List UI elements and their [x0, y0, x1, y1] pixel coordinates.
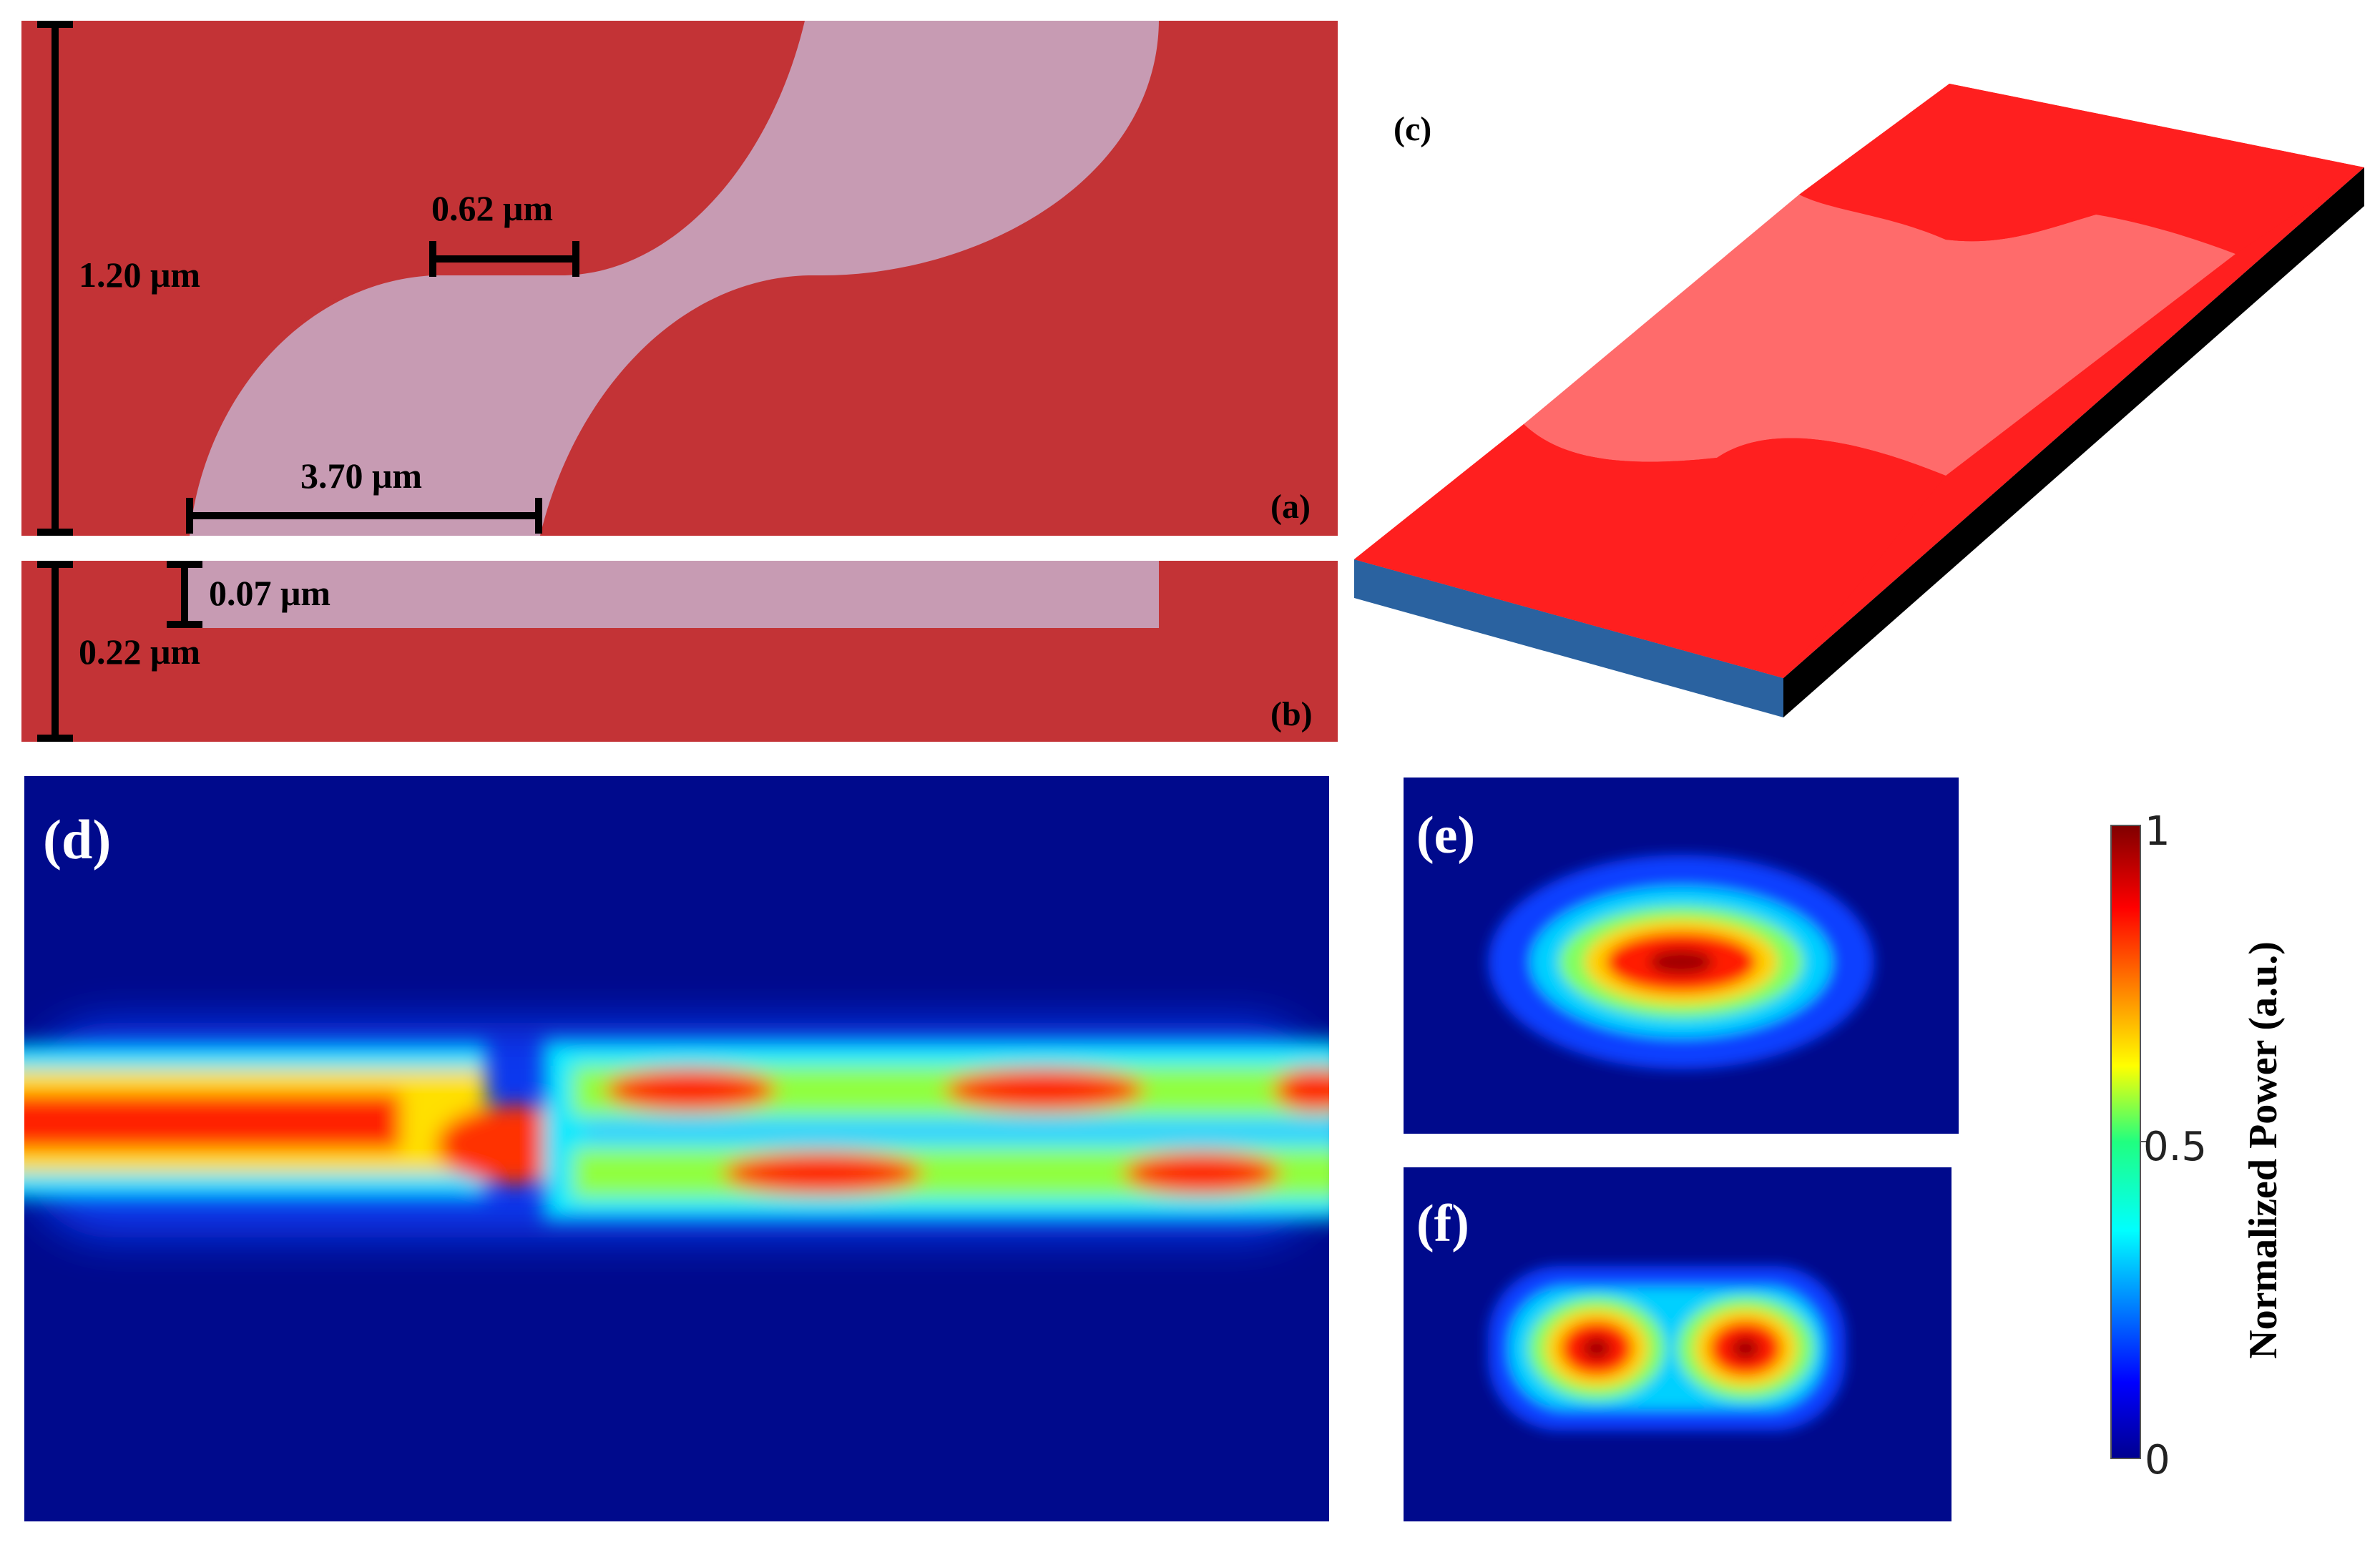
panel-d-input-red: [24, 1093, 401, 1150]
panel-d-field: [24, 1023, 1329, 1237]
colorbar: 1 0.5 0 Normalized Power (a.u.): [2110, 808, 2286, 1483]
panel-d-lobe-upper-3: [1273, 1069, 1329, 1112]
panel-b: 0.07 μm 0.22 μm (b): [21, 561, 1338, 742]
panel-e-mode-peak: [1649, 949, 1713, 975]
panel-d-mid-gap: [587, 1124, 1329, 1137]
panel-d-lobe-lower-2: [1123, 1152, 1280, 1195]
panel-f-lobe-left-peak: [1582, 1337, 1611, 1360]
panel-f-label: (f): [1416, 1195, 1469, 1253]
dim-width-arrow: [186, 498, 542, 534]
dim-width-label: 3.70 μm: [300, 456, 422, 496]
panel-d-label: (d): [43, 808, 111, 870]
dim-gap-label: 0.62 μm: [431, 188, 553, 228]
panel-e-mode: [1488, 855, 1874, 1069]
panel-c-lower-pad: [1354, 424, 1946, 678]
panel-b-core-layer: [185, 561, 1159, 628]
dim-thickness-label: 0.22 μm: [79, 632, 200, 672]
dim-etch-label: 0.07 μm: [209, 573, 330, 613]
panel-e-label: (e): [1416, 806, 1475, 865]
panel-d-lobe-upper-2: [944, 1069, 1145, 1112]
panel-b-label: (b): [1270, 695, 1313, 733]
dim-height-label: 1.20 μm: [79, 255, 200, 295]
panel-c-side-face: [1783, 167, 2364, 717]
panel-c-front-face: [1354, 559, 1783, 717]
panel-a-core-sbend: [190, 21, 1159, 536]
panel-c-etched-region: [1524, 195, 2235, 476]
dim-gap-arrow: [429, 241, 579, 277]
panel-c-label: (c): [1394, 110, 1431, 148]
colorbar-gradient: [2110, 825, 2141, 1459]
colorbar-title: Normalized Power (a.u.): [2241, 941, 2286, 1359]
panel-a-label: (a): [1270, 488, 1311, 526]
panel-c-upper-pad: [1799, 84, 2364, 254]
panel-c: (c): [1354, 84, 2364, 717]
colorbar-tick-mid: 0.5: [2143, 1124, 2207, 1170]
panel-f: (f): [1404, 1167, 1951, 1521]
dim-height-arrow: [37, 21, 73, 536]
panel-d-lobe-lower-1: [723, 1152, 923, 1195]
dim-etch-arrow: [167, 561, 202, 628]
panel-f-mode: [1488, 1266, 1846, 1431]
panel-e: (e): [1404, 778, 1959, 1134]
panel-d-lobe-upper-1: [604, 1069, 776, 1112]
dim-thickness-arrow: [37, 561, 73, 742]
panel-d: (d): [24, 776, 1329, 1521]
colorbar-tick-bottom: 0: [2145, 1437, 2170, 1483]
panel-a: 1.20 μm 0.62 μm 3.70 μm (a): [21, 21, 1338, 536]
colorbar-tick-top: 1: [2145, 808, 2170, 855]
panel-f-lobe-right-peak: [1731, 1337, 1760, 1360]
